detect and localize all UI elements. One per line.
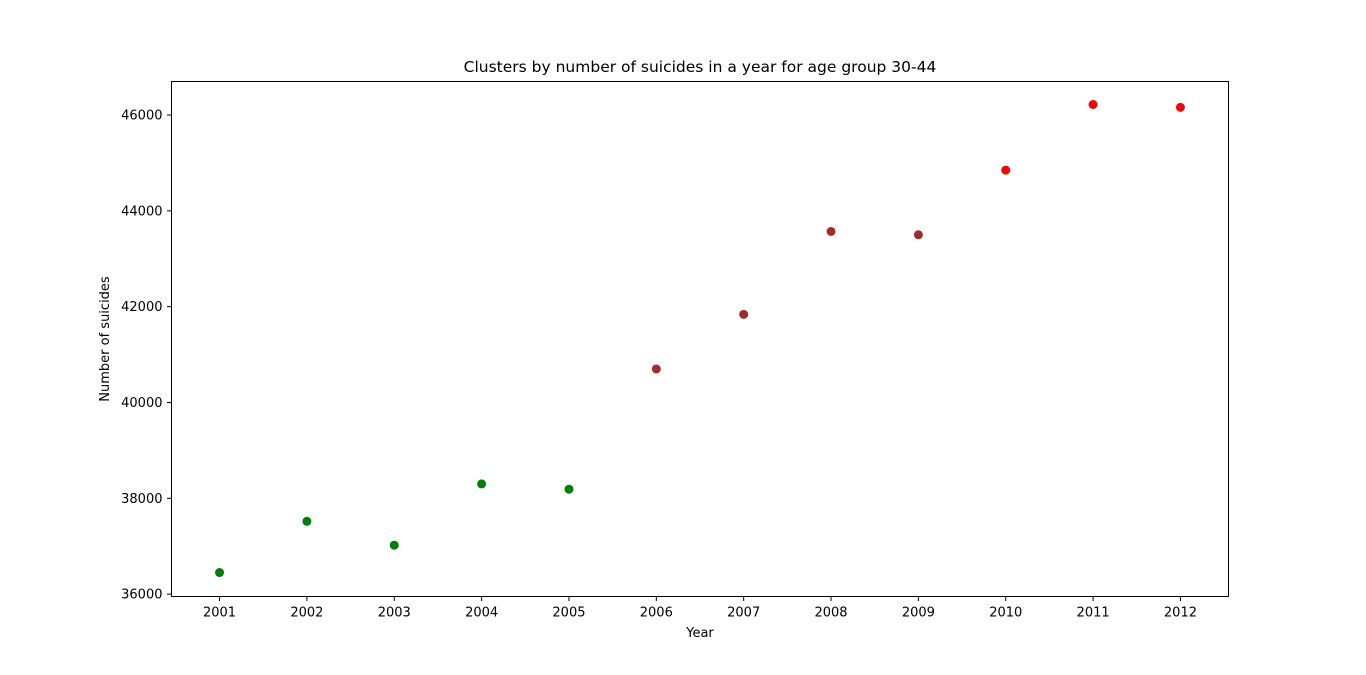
plot-area-frame [171,81,1229,597]
data-point-2011 [1088,99,1098,109]
y-tick-label: 46000 [121,109,162,124]
chart-title: Clusters by number of suicides in a year… [464,58,937,76]
data-point-2007 [739,309,749,319]
x-tick-label: 2003 [378,606,411,621]
x-tick-label: 2007 [727,606,760,621]
data-point-2009 [913,230,923,240]
data-point-2005 [564,484,574,494]
y-axis-ticks: 36000 38000 40000 42000 44000 46000 [121,109,172,603]
x-tick-label: 2011 [1077,606,1110,621]
data-point-2006 [651,364,661,374]
y-axis-title: Number of suicides [98,276,113,402]
data-points [215,99,1185,578]
data-point-2012 [1175,102,1185,112]
x-tick-label: 2012 [1164,606,1197,621]
y-tick-label: 36000 [121,588,162,603]
x-tick-label: 2004 [465,606,498,621]
data-point-2008 [826,226,836,236]
y-tick-label: 44000 [121,204,162,219]
data-point-2003 [389,540,399,550]
x-tick-label: 2010 [989,606,1022,621]
data-point-2001 [215,568,225,578]
x-tick-label: 2008 [814,606,847,621]
x-axis-title: Year [685,626,714,641]
y-tick-label: 40000 [121,396,162,411]
data-point-2002 [302,516,312,526]
x-tick-label: 2006 [640,606,673,621]
data-point-2010 [1001,165,1011,175]
y-tick-label: 38000 [121,492,162,507]
y-tick-label: 42000 [121,300,162,315]
x-tick-label: 2002 [290,606,323,621]
x-tick-label: 2009 [902,606,935,621]
data-point-2004 [477,479,487,489]
x-axis-ticks: 2001 2002 2003 2004 2005 2006 2007 2008 2009 2010… [203,596,1197,621]
x-tick-label: 2001 [203,606,236,621]
x-tick-label: 2005 [552,606,585,621]
